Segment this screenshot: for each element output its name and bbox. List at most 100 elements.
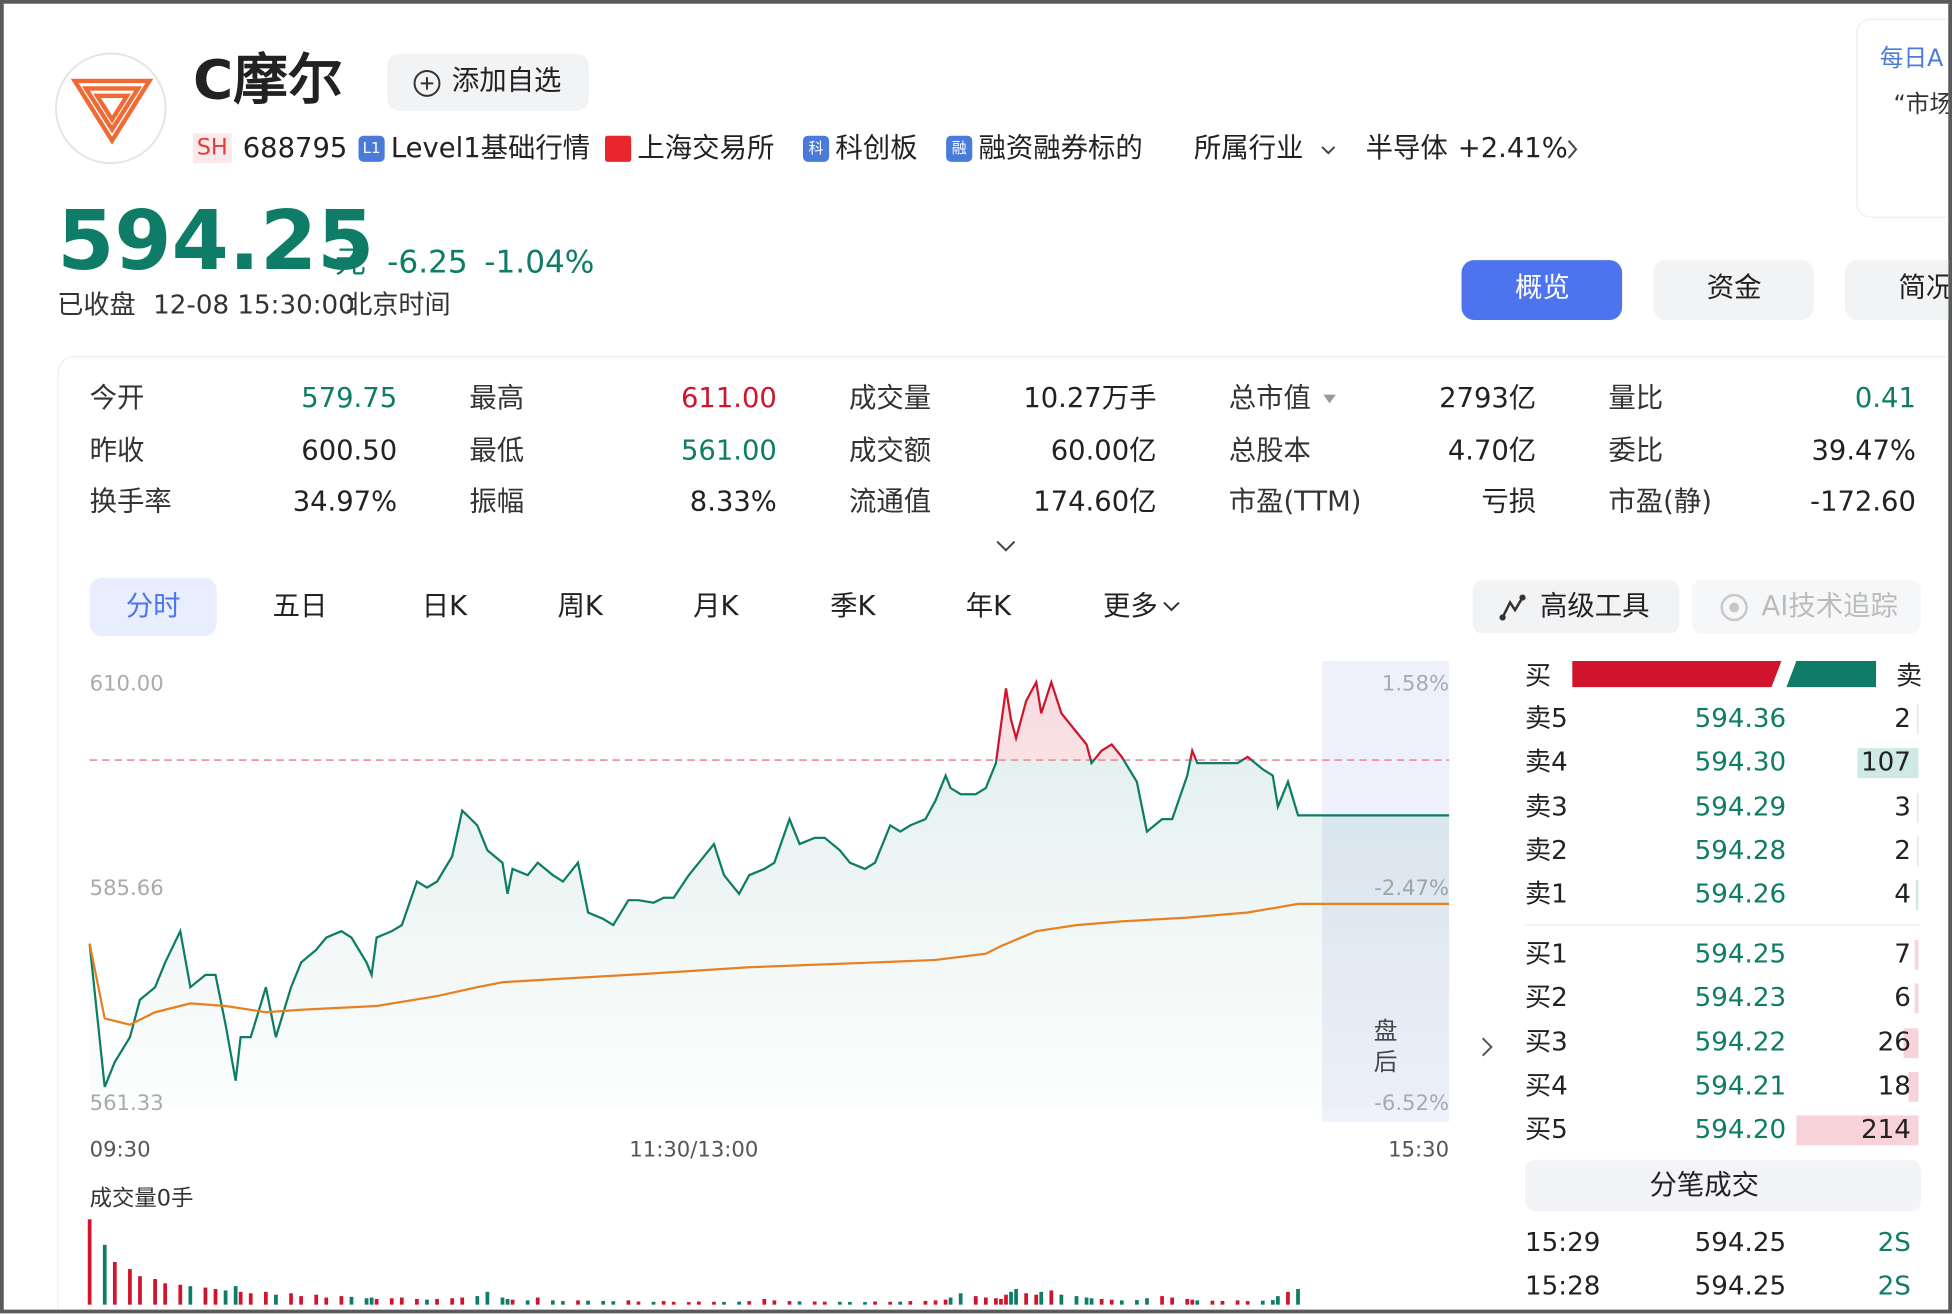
- volume-bar: [611, 1301, 616, 1305]
- volume-bar: [772, 1300, 777, 1305]
- tool-icon: [1499, 594, 1526, 621]
- volume-bar: [510, 1299, 515, 1305]
- stat-value: 579.75: [301, 383, 398, 415]
- period-tab[interactable]: 分时: [125, 591, 181, 623]
- price: 594.25: [57, 192, 375, 289]
- stat-value: 8.33%: [689, 486, 777, 518]
- volume-bar: [163, 1283, 168, 1305]
- stat-label: 总市值: [1228, 383, 1311, 415]
- period-tab-active[interactable]: [89, 577, 217, 637]
- book-label: 买2: [1525, 982, 1568, 1013]
- advanced-tool-text[interactable]: 高级工具: [1539, 591, 1650, 623]
- stat-label: 成交量: [849, 383, 932, 415]
- period-tab[interactable]: 周K: [557, 591, 603, 623]
- industry-label[interactable]: 所属行业: [1193, 133, 1304, 165]
- book-qty: 214: [1861, 1114, 1911, 1145]
- expand-chevron[interactable]: [996, 540, 1016, 552]
- chevron: [1567, 140, 1578, 159]
- period-tab[interactable]: 更多: [1102, 591, 1158, 623]
- period-tab[interactable]: 日K: [421, 591, 468, 623]
- stat-value: -172.60: [1810, 486, 1916, 518]
- ai-tool-text[interactable]: AI技术追踪: [1761, 591, 1898, 623]
- price-line: [88, 760, 1450, 1088]
- period-tab[interactable]: 月K: [693, 591, 739, 623]
- volume-bar: [535, 1297, 540, 1305]
- stat-label: 今开: [89, 383, 145, 415]
- volume-bar: [263, 1291, 268, 1305]
- tag-text: Level1基础行情: [390, 133, 591, 165]
- period-tab[interactable]: 五日: [272, 591, 328, 623]
- tab-button[interactable]: [1844, 260, 1949, 320]
- qty-bar: [1908, 1071, 1919, 1102]
- book-label: 买4: [1525, 1070, 1568, 1101]
- add-watchlist-text[interactable]: 添加自选: [451, 65, 562, 98]
- book-price: 594.22: [1694, 1026, 1787, 1057]
- trade-price: 594.25: [1694, 1227, 1787, 1258]
- period-tab[interactable]: 季K: [830, 591, 876, 623]
- tab-text[interactable]: 概览: [1515, 272, 1570, 304]
- side-card[interactable]: [1856, 18, 1949, 218]
- industry[interactable]: 半导体: [1365, 133, 1448, 165]
- volume-bar: [822, 1301, 827, 1305]
- trades-title[interactable]: 分笔成交: [1649, 1170, 1760, 1202]
- stat-value: 10.27万手: [1023, 383, 1157, 415]
- chart-layer: 盘后 610.00585.66561.331.58%-2.47%-6.52%09…: [55, 52, 1921, 1305]
- stat-value: 39.47%: [1811, 435, 1916, 467]
- volume-bar: [722, 1301, 726, 1305]
- volume-bar: [1260, 1300, 1265, 1305]
- book-price: 594.30: [1694, 747, 1787, 778]
- tab-button[interactable]: [1653, 260, 1814, 320]
- side-card-text: “市场: [1893, 90, 1952, 119]
- stat-label: 总股本: [1228, 435, 1311, 467]
- qty-bar: [1914, 983, 1919, 1014]
- volume-bar: [933, 1300, 938, 1305]
- qty-bar: [1916, 792, 1919, 823]
- qty-bar: [1795, 1115, 1919, 1146]
- tab-text[interactable]: 简况: [1898, 272, 1952, 304]
- volume-bar: [943, 1299, 948, 1305]
- volume-bar: [460, 1297, 465, 1305]
- period-tab[interactable]: 年K: [965, 591, 1012, 623]
- tab-button[interactable]: [1461, 260, 1623, 320]
- stat-value: 2793亿: [1439, 383, 1537, 415]
- stat-label: 最高: [469, 383, 525, 415]
- book-price: 594.26: [1694, 879, 1787, 910]
- volume-bar: [1034, 1294, 1039, 1305]
- volume-bar: [873, 1301, 877, 1305]
- industry-change[interactable]: +2.41%: [1457, 133, 1568, 165]
- sell-label: 卖: [1895, 661, 1923, 691]
- volume-bar: [696, 1301, 701, 1305]
- volume-bar: [1286, 1291, 1290, 1305]
- stock-code: 688795: [242, 133, 348, 165]
- dropdown-triangle[interactable]: [1323, 394, 1336, 404]
- volume-bar: [153, 1279, 157, 1305]
- trades-header[interactable]: [1525, 1160, 1921, 1212]
- tab-text[interactable]: 资金: [1706, 272, 1762, 304]
- volume-bar: [762, 1298, 767, 1305]
- volume-bar: [812, 1301, 817, 1305]
- volume-bar: [1009, 1291, 1013, 1305]
- volume-bar: [1089, 1298, 1094, 1305]
- stat-value: 亏损: [1481, 486, 1537, 518]
- plus-icon: [413, 69, 441, 97]
- volume-bar: [128, 1269, 132, 1305]
- volume-bar: [1190, 1299, 1195, 1305]
- volume-bar: [425, 1299, 429, 1305]
- tag-icon: 科: [802, 135, 830, 162]
- volume-bar: [238, 1291, 243, 1305]
- volume-bar: [138, 1276, 142, 1305]
- volume-bar: [712, 1301, 716, 1305]
- volume-bar: [1245, 1301, 1250, 1305]
- book-price: 594.25: [1694, 938, 1787, 969]
- book-qty: 6: [1894, 982, 1911, 1013]
- volume-bar: [651, 1301, 656, 1305]
- qty-bar: [1916, 880, 1919, 911]
- volume-bar: [1049, 1290, 1054, 1305]
- volume-bar: [1235, 1300, 1240, 1305]
- y-tick-label: 585.66: [90, 875, 164, 900]
- add-watchlist-button[interactable]: [387, 53, 589, 111]
- volume-bar: [1270, 1300, 1275, 1305]
- x-tick-label: 09:30: [90, 1136, 151, 1161]
- volume-bar: [435, 1298, 439, 1305]
- chevron[interactable]: [1481, 1037, 1493, 1057]
